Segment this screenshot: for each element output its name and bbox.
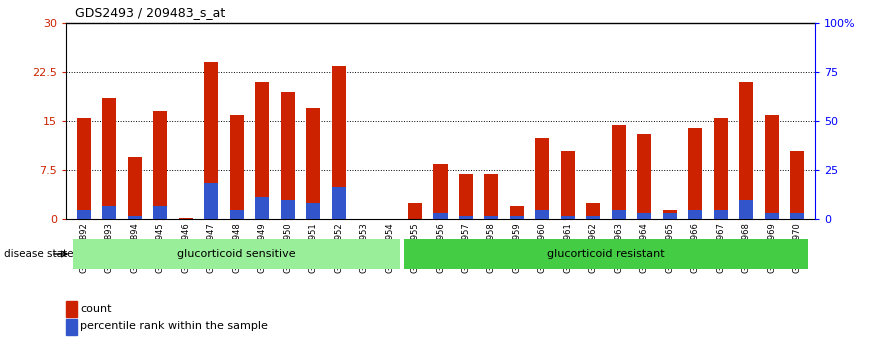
Text: glucorticoid resistant: glucorticoid resistant <box>547 249 665 259</box>
Bar <box>688 210 702 219</box>
Bar <box>255 196 270 219</box>
Bar <box>688 128 702 219</box>
Bar <box>77 210 91 219</box>
Bar <box>77 118 91 219</box>
Bar <box>536 138 550 219</box>
Bar <box>153 206 167 219</box>
Bar <box>433 213 448 219</box>
Bar <box>611 125 626 219</box>
Text: percentile rank within the sample: percentile rank within the sample <box>80 321 268 331</box>
Bar <box>536 210 550 219</box>
Bar <box>102 98 116 219</box>
Bar <box>561 216 575 219</box>
Bar <box>663 210 677 219</box>
Bar <box>459 174 473 219</box>
Bar <box>587 216 600 219</box>
Bar <box>230 115 244 219</box>
Text: glucorticoid sensitive: glucorticoid sensitive <box>177 249 296 259</box>
Bar <box>790 151 804 219</box>
Bar <box>306 108 320 219</box>
Bar <box>153 112 167 219</box>
Bar <box>739 82 753 219</box>
Bar <box>510 216 524 219</box>
Bar <box>714 210 728 219</box>
Bar <box>510 206 524 219</box>
Bar <box>255 82 270 219</box>
Bar <box>331 65 345 219</box>
Bar <box>587 203 600 219</box>
Text: GDS2493 / 209483_s_at: GDS2493 / 209483_s_at <box>75 6 226 19</box>
Bar <box>637 213 651 219</box>
Bar <box>204 62 218 219</box>
Bar <box>102 206 116 219</box>
Bar <box>663 213 677 219</box>
Bar <box>459 216 473 219</box>
Bar <box>485 174 499 219</box>
Bar <box>739 200 753 219</box>
Bar <box>765 213 779 219</box>
Bar <box>281 200 294 219</box>
Bar <box>128 157 142 219</box>
Bar <box>204 183 218 219</box>
Bar <box>637 134 651 219</box>
Bar <box>408 203 422 219</box>
Bar <box>714 118 728 219</box>
Text: disease state: disease state <box>4 249 74 259</box>
Bar <box>230 210 244 219</box>
Bar <box>485 216 499 219</box>
Bar <box>790 213 804 219</box>
Bar <box>561 151 575 219</box>
Bar <box>433 164 448 219</box>
Bar <box>128 216 142 219</box>
Bar <box>281 92 294 219</box>
Text: count: count <box>80 304 112 314</box>
Bar <box>306 203 320 219</box>
Bar <box>765 115 779 219</box>
Bar <box>179 217 193 219</box>
Bar <box>611 210 626 219</box>
Bar <box>331 187 345 219</box>
